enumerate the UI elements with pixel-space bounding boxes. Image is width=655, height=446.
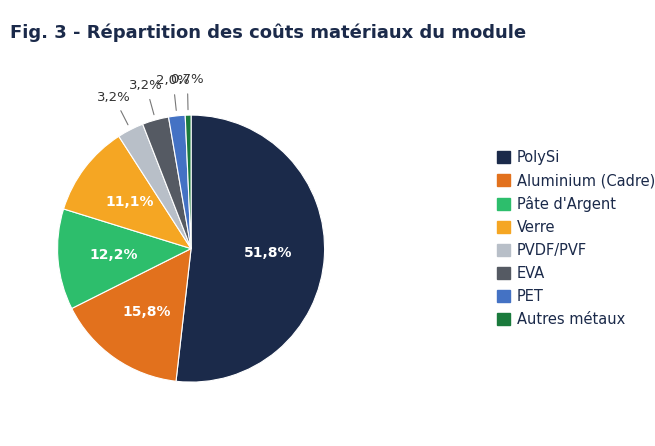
Wedge shape <box>176 115 325 382</box>
Text: 11,1%: 11,1% <box>105 195 154 209</box>
Text: 3,2%: 3,2% <box>129 78 162 92</box>
Text: 0,7%: 0,7% <box>170 73 204 86</box>
Wedge shape <box>185 115 191 248</box>
Wedge shape <box>64 136 191 248</box>
Text: 51,8%: 51,8% <box>244 246 293 260</box>
Text: 15,8%: 15,8% <box>122 305 171 319</box>
Legend: PolySi, Aluminium (Cadre), Pâte d'Argent, Verre, PVDF/PVF, EVA, PET, Autres méta: PolySi, Aluminium (Cadre), Pâte d'Argent… <box>496 150 655 327</box>
Wedge shape <box>119 124 191 248</box>
Wedge shape <box>168 115 191 248</box>
Wedge shape <box>72 248 191 381</box>
Title: Fig. 3 - Répartition des coûts matériaux du module: Fig. 3 - Répartition des coûts matériaux… <box>10 24 526 42</box>
Text: 12,2%: 12,2% <box>90 248 138 262</box>
Wedge shape <box>143 117 191 248</box>
Text: 2,0%: 2,0% <box>156 74 190 87</box>
Wedge shape <box>58 209 191 309</box>
Text: 3,2%: 3,2% <box>97 91 131 104</box>
